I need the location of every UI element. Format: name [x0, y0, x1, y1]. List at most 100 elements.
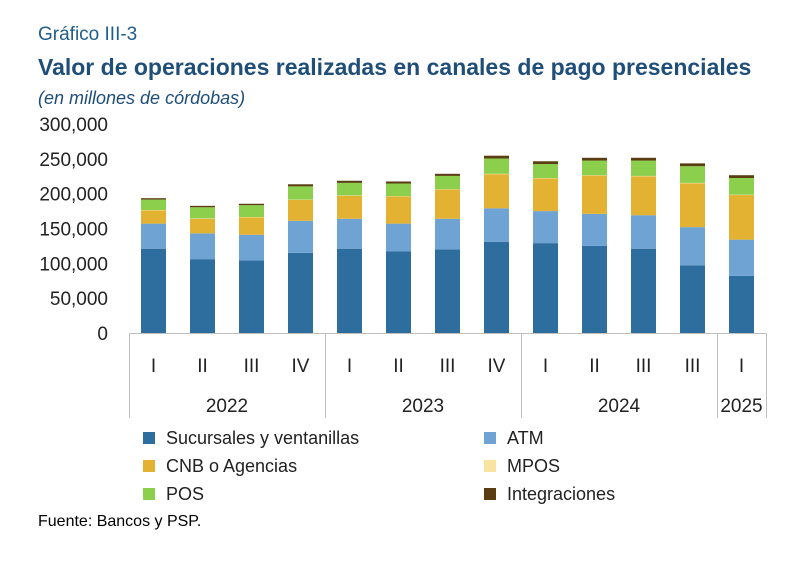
legend-label-sucursales-y-ventanillas: Sucursales y ventanillas	[166, 428, 359, 448]
bar-segment-atm	[631, 215, 656, 249]
bar-segment-pos	[337, 182, 362, 196]
x-tick-label: III	[636, 356, 652, 377]
x-tick-label: II	[197, 356, 208, 377]
x-tick-label: II	[589, 356, 600, 377]
bar-segment-cnb-o-agencias	[288, 199, 313, 221]
bar-segment-atm	[729, 239, 754, 276]
x-tick-label: I	[739, 356, 744, 377]
bar-segment-cnb-o-agencias	[631, 176, 656, 216]
legend-swatch-cnb-o-agencias	[143, 460, 155, 472]
bar-segment-atm	[337, 218, 362, 249]
bar-segment-pos	[533, 164, 558, 178]
bar-segment-sucursales-y-ventanillas	[239, 260, 264, 333]
y-tick-label: 100,000	[39, 254, 108, 275]
bar-segment-cnb-o-agencias	[386, 196, 411, 224]
bar-segment-sucursales-y-ventanillas	[435, 249, 460, 333]
bar-segment-atm	[190, 233, 215, 260]
bar-segment-cnb-o-agencias	[484, 174, 509, 209]
chart-subtitle: (en millones de córdobas)	[38, 88, 246, 108]
bar-segment-cnb-o-agencias	[680, 183, 705, 228]
bar-segment-atm	[533, 211, 558, 244]
bar-segment-pos	[729, 177, 754, 195]
bar-segment-atm	[484, 208, 509, 242]
bar-segment-integraciones	[582, 157, 607, 161]
y-tick-label: 250,000	[39, 150, 108, 171]
bar-segment-atm	[680, 227, 705, 266]
legend-swatch-sucursales-y-ventanillas	[143, 432, 155, 444]
bar-segment-pos	[386, 183, 411, 197]
bar-segment-cnb-o-agencias	[337, 195, 362, 219]
legend-label-mpos: MPOS	[507, 456, 560, 476]
bar-segment-integraciones	[729, 175, 754, 178]
y-tick-label: 50,000	[50, 289, 108, 310]
bar-segment-atm	[141, 223, 166, 249]
bar-segment-sucursales-y-ventanillas	[631, 248, 656, 333]
bar-segment-integraciones	[484, 155, 509, 159]
bar-segment-pos	[582, 160, 607, 176]
bar-segment-integraciones	[141, 198, 166, 200]
bar-segment-cnb-o-agencias	[582, 175, 607, 214]
bar-segment-sucursales-y-ventanillas	[533, 243, 558, 333]
legend-label-pos: POS	[166, 484, 204, 504]
bar-segment-pos	[680, 166, 705, 183]
bar-segment-pos	[484, 158, 509, 174]
bar-segment-cnb-o-agencias	[435, 189, 460, 219]
bar-segment-pos	[239, 205, 264, 218]
bar-segment-pos	[631, 160, 656, 176]
bar-segment-integraciones	[239, 203, 264, 206]
bar-segment-sucursales-y-ventanillas	[288, 252, 313, 333]
bar-segment-pos	[190, 207, 215, 219]
x-group-label: 2024	[598, 396, 641, 417]
bar-segment-atm	[288, 220, 313, 253]
legend-swatch-integraciones	[484, 488, 496, 500]
bar-segment-integraciones	[190, 205, 215, 208]
legend-label-atm: ATM	[507, 428, 544, 448]
bar-segment-sucursales-y-ventanillas	[386, 251, 411, 333]
x-tick-label: I	[347, 356, 352, 377]
bar-segment-sucursales-y-ventanillas	[141, 248, 166, 333]
bar-segment-cnb-o-agencias	[533, 178, 558, 212]
x-group-label: 2025	[720, 396, 762, 417]
bar-segment-cnb-o-agencias	[141, 210, 166, 224]
figure-label: Gráfico III-3	[38, 24, 138, 45]
bar-segment-cnb-o-agencias	[190, 218, 215, 234]
x-tick-label: I	[543, 356, 548, 377]
y-tick-label: 200,000	[39, 185, 108, 206]
x-tick-label: III	[440, 356, 456, 377]
bar-segment-atm	[386, 223, 411, 252]
x-tick-label: II	[393, 356, 404, 377]
bar-segment-integraciones	[533, 161, 558, 165]
bar-segment-integraciones	[680, 163, 705, 167]
source-note: Fuente: Bancos y PSP.	[38, 513, 202, 530]
x-tick-label: I	[151, 356, 156, 377]
bar-segment-atm	[239, 234, 264, 261]
x-tick-label: III	[685, 356, 701, 377]
x-tick-label: IV	[292, 356, 310, 377]
bar-segment-sucursales-y-ventanillas	[582, 245, 607, 333]
legend-swatch-mpos	[484, 460, 496, 472]
legend-label-cnb-o-agencias: CNB o Agencias	[166, 456, 297, 476]
bar-segment-pos	[435, 175, 460, 190]
bar-segment-sucursales-y-ventanillas	[729, 275, 754, 333]
bar-segment-atm	[435, 218, 460, 250]
x-tick-label: III	[244, 356, 260, 377]
bar-segment-integraciones	[435, 173, 460, 176]
legend-swatch-atm	[484, 432, 496, 444]
bar-segment-cnb-o-agencias	[239, 217, 264, 235]
chart-title: Valor de operaciones realizadas en canal…	[38, 54, 752, 80]
x-tick-label: IV	[488, 356, 506, 377]
legend-label-integraciones: Integraciones	[507, 484, 615, 504]
bar-segment-integraciones	[337, 180, 362, 183]
bar-segment-sucursales-y-ventanillas	[190, 259, 215, 333]
bar-segment-sucursales-y-ventanillas	[337, 248, 362, 333]
legend-swatch-pos	[143, 488, 155, 500]
bar-segment-integraciones	[288, 184, 313, 187]
x-group-label: 2023	[402, 396, 444, 417]
bar-segment-integraciones	[631, 157, 656, 161]
bar-segment-pos	[141, 199, 166, 211]
y-tick-label: 0	[97, 324, 108, 345]
x-group-label: 2022	[206, 396, 248, 417]
bar-segment-atm	[582, 213, 607, 246]
bar-segment-pos	[288, 186, 313, 200]
